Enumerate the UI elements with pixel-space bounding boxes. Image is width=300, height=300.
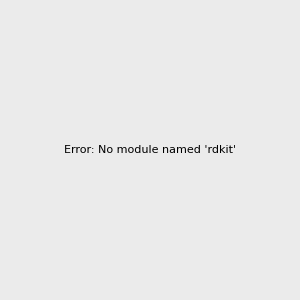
Text: Error: No module named 'rdkit': Error: No module named 'rdkit' xyxy=(64,145,236,155)
